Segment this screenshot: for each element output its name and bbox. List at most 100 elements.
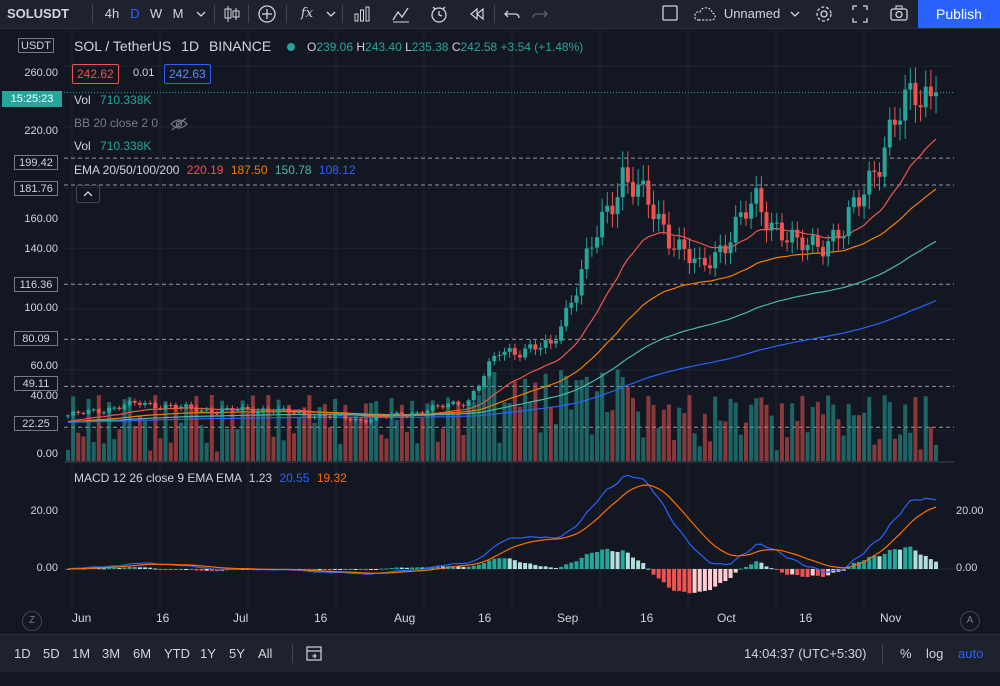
volume-bar xyxy=(261,410,266,461)
chevron-down-icon[interactable] xyxy=(788,0,802,28)
candle-body xyxy=(435,405,440,407)
macd-histogram-bar xyxy=(394,567,399,569)
candle-body xyxy=(148,402,153,404)
range-1y[interactable]: 1Y xyxy=(200,646,216,661)
eye-hidden-icon[interactable] xyxy=(169,117,189,131)
vol-legend[interactable]: Vol 710.338K xyxy=(74,139,152,153)
candle-body xyxy=(867,170,872,195)
log-scale-toggle[interactable]: log xyxy=(926,646,944,661)
camera-icon[interactable] xyxy=(886,0,912,28)
price-axis[interactable]: USDT 260.00 220.00 160.00 140.00 100.00 … xyxy=(0,29,64,631)
volume-bar xyxy=(713,396,718,461)
indicators-fx-icon[interactable]: 𝑓x xyxy=(300,6,314,21)
collapse-legend-icon[interactable] xyxy=(76,185,100,203)
interval-4h[interactable]: 4h xyxy=(104,6,120,21)
range-3m[interactable]: 3M xyxy=(102,646,121,661)
chevron-down-icon[interactable] xyxy=(194,0,208,28)
currency-badge[interactable]: USDT xyxy=(18,38,54,53)
candle-body xyxy=(394,412,399,415)
range-1m[interactable]: 1M xyxy=(72,646,91,661)
volume-bar xyxy=(297,416,302,461)
volume-bar xyxy=(790,403,795,461)
a-icon[interactable]: A xyxy=(960,611,980,631)
macd-histogram-bar xyxy=(790,569,795,575)
range-ytd[interactable]: YTD xyxy=(164,646,190,661)
macd-histogram-bar xyxy=(625,552,630,569)
fullscreen-icon[interactable] xyxy=(848,0,872,28)
candle-body xyxy=(615,197,620,215)
volume-bar xyxy=(158,438,163,461)
compare-add-icon[interactable] xyxy=(254,0,280,28)
undo-icon[interactable] xyxy=(500,0,524,28)
candle-body xyxy=(399,412,404,416)
macd-histogram-bar xyxy=(189,569,194,570)
chart-templates-icon[interactable] xyxy=(388,0,414,28)
volume-bar xyxy=(327,427,332,461)
candle-body xyxy=(661,213,666,225)
volume-bar xyxy=(333,398,338,461)
macd-histogram-bar xyxy=(333,569,338,570)
macd-histogram-bar xyxy=(682,569,687,592)
macd-histogram-bar xyxy=(595,551,600,569)
cloud-icon[interactable] xyxy=(692,0,718,28)
financials-icon[interactable] xyxy=(350,0,374,28)
candle-body xyxy=(692,258,697,264)
candle-body xyxy=(291,412,296,414)
candle-body xyxy=(533,344,538,350)
macd-histogram-bar xyxy=(158,569,163,570)
clock-timezone[interactable]: 14:04:37 (UTC+5:30) xyxy=(744,646,867,661)
volume-bar xyxy=(399,404,404,461)
candles-icon[interactable] xyxy=(220,0,244,28)
candle-body xyxy=(374,415,379,420)
candle-body xyxy=(358,418,363,421)
macd-histogram-bar xyxy=(774,569,779,570)
volume-bar xyxy=(641,437,646,461)
redo-icon[interactable] xyxy=(528,0,552,28)
candle-body xyxy=(451,401,456,404)
symbol-search[interactable]: SOLUSDT xyxy=(6,6,70,21)
volume-bar xyxy=(723,421,728,461)
range-6m[interactable]: 6M xyxy=(133,646,152,661)
alert-icon[interactable] xyxy=(426,0,452,28)
price-chart[interactable] xyxy=(64,29,954,607)
volume-bar xyxy=(209,395,214,461)
macd-histogram-bar xyxy=(107,567,112,569)
range-1d[interactable]: 1D xyxy=(14,646,31,661)
candle-body xyxy=(184,404,189,407)
date-range-calendar-icon[interactable] xyxy=(304,635,324,672)
range-all[interactable]: All xyxy=(258,646,273,661)
auto-scale-toggle[interactable]: auto xyxy=(958,646,984,661)
bid-price-box[interactable]: 242.62 xyxy=(72,64,119,84)
bar-replay-icon[interactable] xyxy=(464,0,490,28)
ema-legend[interactable]: EMA 20/50/100/200 220.19 187.50 150.78 1… xyxy=(74,163,356,177)
chevron-down-icon[interactable] xyxy=(324,0,338,28)
candle-body xyxy=(795,229,800,238)
macd-legend[interactable]: MACD 12 26 close 9 EMA EMA 1.23 20.55 19… xyxy=(74,471,347,485)
publish-button[interactable]: Publish xyxy=(918,0,1000,28)
volume-bar xyxy=(923,396,928,461)
level-box: 199.42 xyxy=(14,155,58,170)
interval-m[interactable]: M xyxy=(172,6,184,21)
symbol-title[interactable]: SOL / TetherUS xyxy=(74,38,172,54)
range-5y[interactable]: 5Y xyxy=(229,646,245,661)
select-layout-checkbox-icon[interactable] xyxy=(658,0,682,28)
volume-bar xyxy=(826,395,831,461)
right-price-axis[interactable]: 20.00 0.00 A xyxy=(954,29,1000,631)
chart-pane[interactable]: SOL / TetherUS 1D BINANCE O239.06 H243.4… xyxy=(64,29,954,607)
candle-body xyxy=(569,302,574,308)
candle-body xyxy=(913,82,918,106)
candle-body xyxy=(523,348,528,358)
layout-name[interactable]: Unnamed xyxy=(723,6,781,21)
gear-icon[interactable] xyxy=(812,0,836,28)
volume-bar xyxy=(754,398,759,461)
percent-scale-toggle[interactable]: % xyxy=(900,646,912,661)
bb-legend[interactable]: BB 20 close 2 0 xyxy=(74,116,189,131)
z-icon[interactable]: Z xyxy=(22,611,42,631)
range-5d[interactable]: 5D xyxy=(43,646,60,661)
volume-bar xyxy=(795,420,800,461)
interval-w[interactable]: W xyxy=(149,6,163,21)
interval-d[interactable]: D xyxy=(130,6,140,21)
ask-price-box[interactable]: 242.63 xyxy=(164,64,211,84)
macd-histogram-bar xyxy=(456,566,461,569)
volume-bar xyxy=(507,403,512,461)
